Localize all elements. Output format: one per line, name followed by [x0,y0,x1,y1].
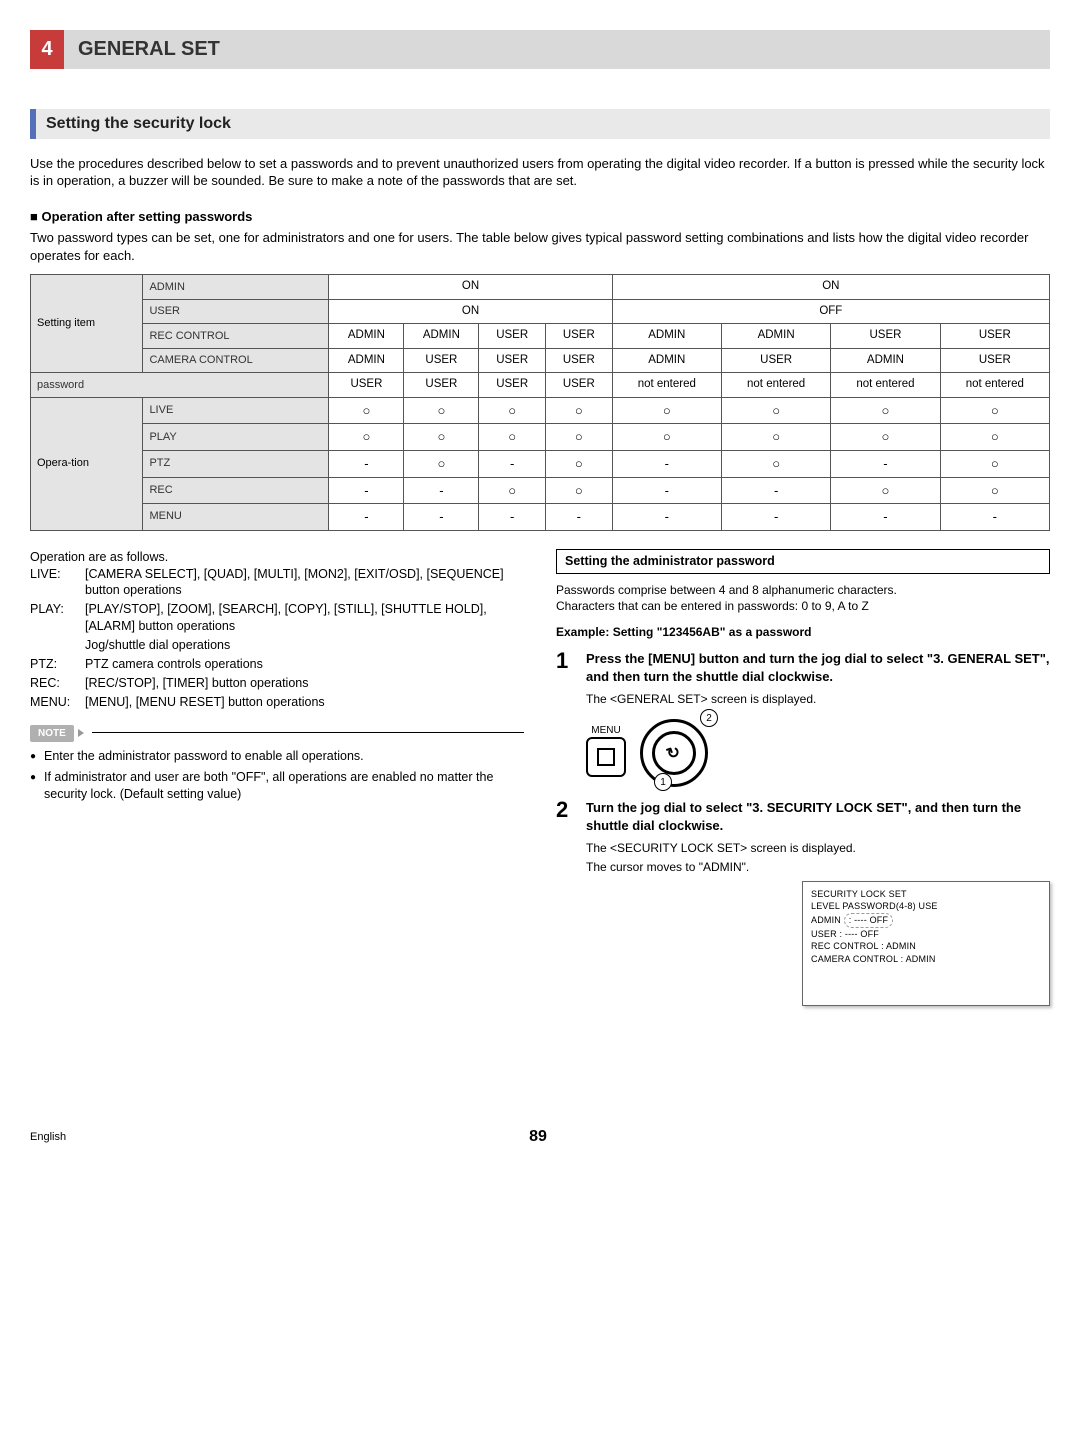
setting-item-label: Setting item [31,275,143,373]
user-on: ON [329,299,612,324]
note-list: Enter the administrator password to enab… [30,748,524,803]
section-title: Setting the security lock [30,109,1050,139]
operation-table: Setting item ADMIN ON ON USER ON OFF REC… [30,274,1050,530]
operation-definitions: Operation are as follows. LIVE:[CAMERA S… [30,549,524,711]
admin-password-box-heading: Setting the administrator password [556,549,1050,574]
user-off: OFF [612,299,1049,324]
admin-on-b: ON [612,275,1049,300]
admin-on-a: ON [329,275,612,300]
rec-control-label: REC CONTROL [143,324,329,349]
step-1-number: 1 [556,650,576,672]
user-row-label: USER [143,299,329,324]
intro-paragraph: Use the procedures described below to se… [30,155,1050,190]
step-1: 1 Press the [MENU] button and turn the j… [556,650,1050,685]
chapter-header: 4 GENERAL SET [30,30,1050,69]
step-2-body-2: The cursor moves to "ADMIN". [586,859,1050,875]
chapter-title: GENERAL SET [64,30,234,69]
step-2-number: 2 [556,799,576,821]
chapter-number: 4 [30,30,64,69]
page-number: 89 [529,1126,547,1148]
arrow-right-icon [78,729,84,737]
menu-dial-diagram: MENU 2 ↻ 1 [586,715,1050,785]
menu-key-label: MENU [586,724,626,738]
note-chip: NOTE [30,725,74,743]
password-row-label: password [31,373,329,398]
menu-button-icon [586,737,626,777]
badge-2: 2 [700,709,718,727]
jog-dial-icon: ↻ [652,731,696,775]
step-2: 2 Turn the jog dial to select "3. SECURI… [556,799,1050,834]
footer-language: English [30,1130,66,1145]
step-1-body: The <GENERAL SET> screen is displayed. [586,691,1050,707]
pwd-desc-1: Passwords comprise between 4 and 8 alpha… [556,582,1050,598]
camera-control-label: CAMERA CONTROL [143,348,329,373]
operation-label: Opera-tion [31,397,143,530]
badge-1: 1 [654,773,672,791]
step-2-body-1: The <SECURITY LOCK SET> screen is displa… [586,840,1050,856]
step-1-text: Press the [MENU] button and turn the jog… [586,650,1050,685]
operation-heading: Operation after setting passwords [30,208,1050,226]
step-2-text: Turn the jog dial to select "3. SECURITY… [586,799,1050,834]
admin-row-label: ADMIN [143,275,329,300]
shuttle-dial-icon: ↻ [640,719,708,787]
security-lock-set-screen: SECURITY LOCK SET LEVEL PASSWORD(4-8) US… [802,881,1050,1007]
note-header: NOTE [30,725,524,743]
operation-paragraph: Two password types can be set, one for a… [30,229,1050,264]
example-heading: Example: Setting "123456AB" as a passwor… [556,624,1050,640]
pwd-desc-2: Characters that can be entered in passwo… [556,598,1050,614]
